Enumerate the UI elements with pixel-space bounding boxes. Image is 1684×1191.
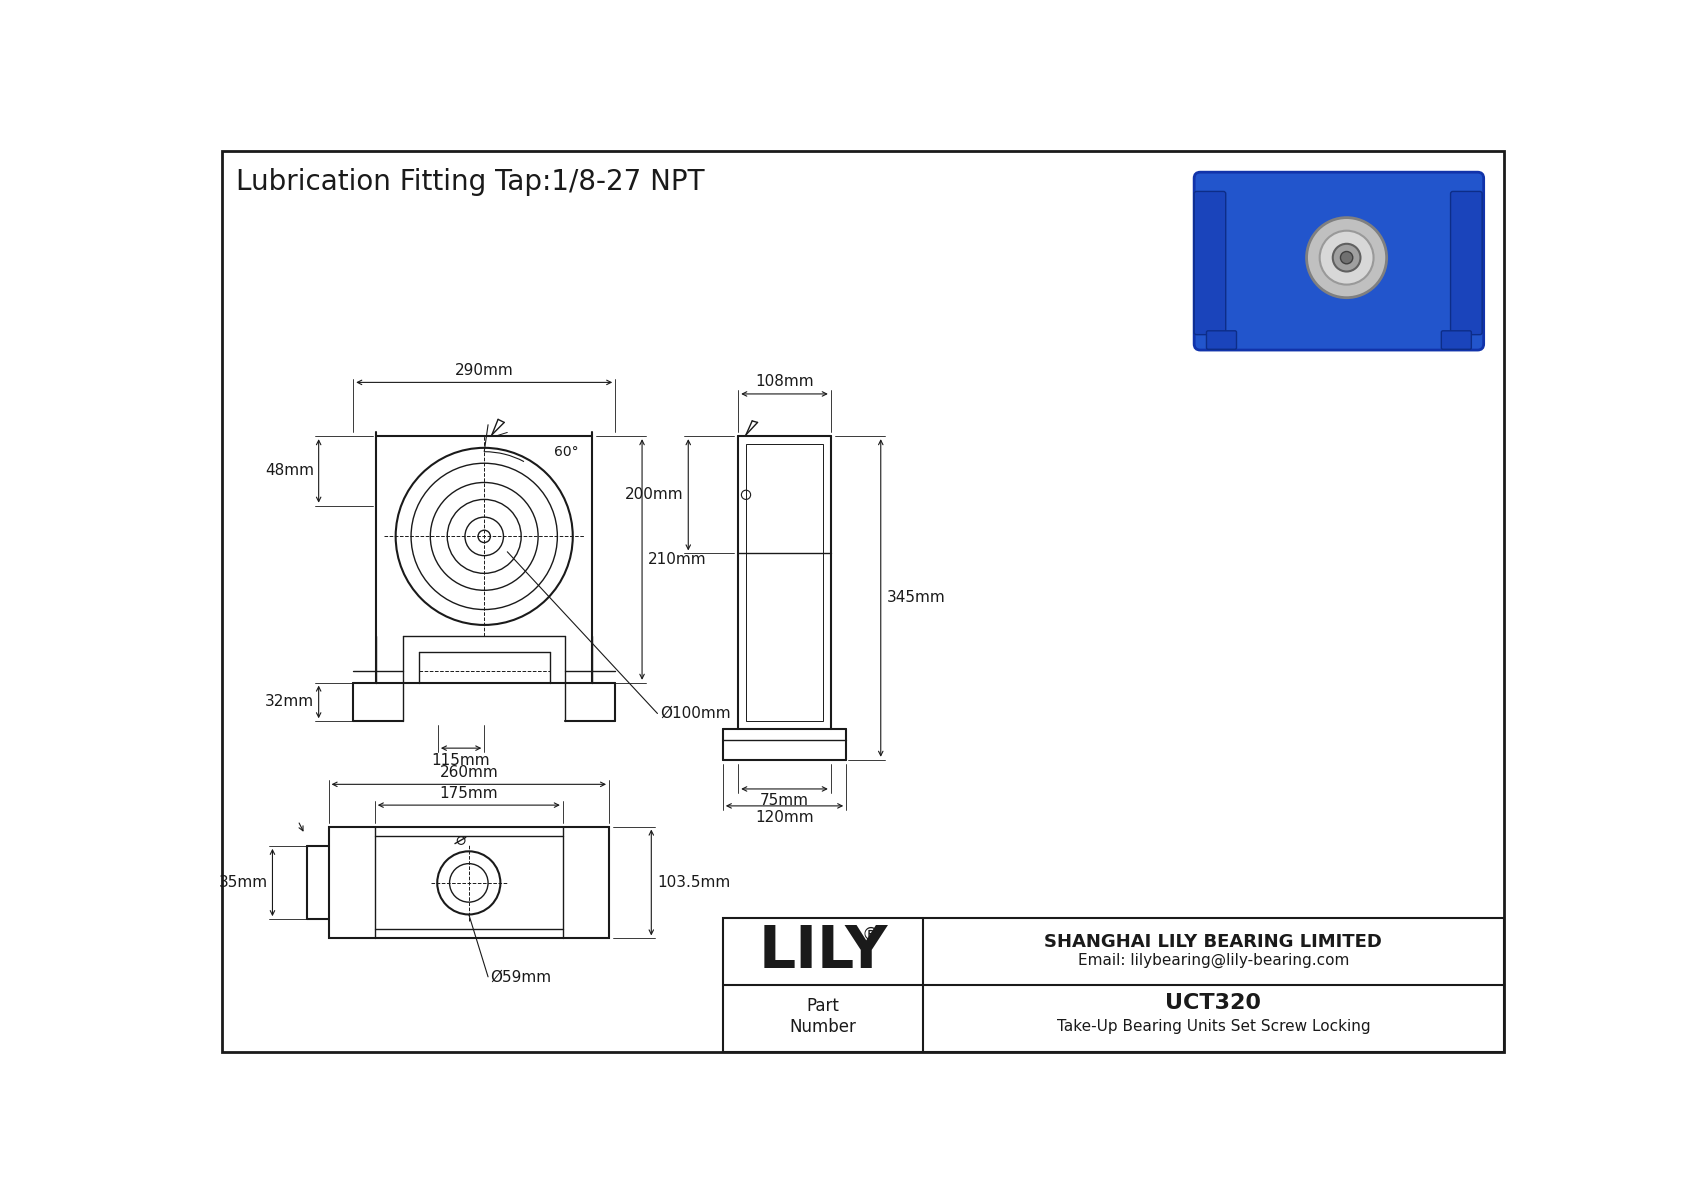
Text: Ø100mm: Ø100mm: [660, 706, 731, 721]
FancyBboxPatch shape: [1442, 331, 1472, 349]
Text: SHANGHAI LILY BEARING LIMITED: SHANGHAI LILY BEARING LIMITED: [1044, 934, 1383, 952]
Text: 60°: 60°: [554, 444, 578, 459]
Text: 345mm: 345mm: [887, 591, 946, 605]
Text: LILY: LILY: [758, 923, 887, 980]
Bar: [722, 917, 1504, 1053]
Text: 75mm: 75mm: [759, 793, 808, 807]
Text: 260mm: 260mm: [440, 765, 498, 780]
Text: Take-Up Bearing Units Set Screw Locking: Take-Up Bearing Units Set Screw Locking: [1056, 1018, 1371, 1034]
Text: 175mm: 175mm: [440, 786, 498, 800]
Text: Lubrication Fitting Tap:1/8-27 NPT: Lubrication Fitting Tap:1/8-27 NPT: [236, 168, 706, 197]
Text: Email: lilybearing@lily-bearing.com: Email: lilybearing@lily-bearing.com: [1078, 953, 1349, 968]
Text: 290mm: 290mm: [455, 363, 514, 378]
Text: 115mm: 115mm: [431, 753, 490, 768]
Text: Part
Number: Part Number: [790, 998, 857, 1036]
Text: 32mm: 32mm: [264, 694, 313, 710]
Circle shape: [1340, 251, 1352, 264]
Circle shape: [1307, 218, 1386, 298]
Text: 120mm: 120mm: [754, 810, 813, 824]
Circle shape: [1320, 231, 1374, 285]
Text: Ø59mm: Ø59mm: [490, 969, 551, 984]
Circle shape: [1332, 244, 1361, 272]
Text: 200mm: 200mm: [625, 487, 684, 503]
FancyBboxPatch shape: [1194, 173, 1484, 350]
Text: 108mm: 108mm: [754, 374, 813, 389]
Text: 210mm: 210mm: [648, 551, 707, 567]
Text: 35mm: 35mm: [219, 875, 268, 890]
Text: UCT320: UCT320: [1165, 993, 1261, 1014]
FancyBboxPatch shape: [1206, 331, 1236, 349]
Bar: [328, 827, 610, 939]
Text: ®: ®: [862, 925, 879, 943]
FancyBboxPatch shape: [1450, 192, 1482, 335]
Text: 48mm: 48mm: [264, 463, 313, 479]
FancyBboxPatch shape: [1194, 192, 1226, 335]
Bar: [746, 444, 823, 722]
Text: 103.5mm: 103.5mm: [657, 875, 731, 890]
